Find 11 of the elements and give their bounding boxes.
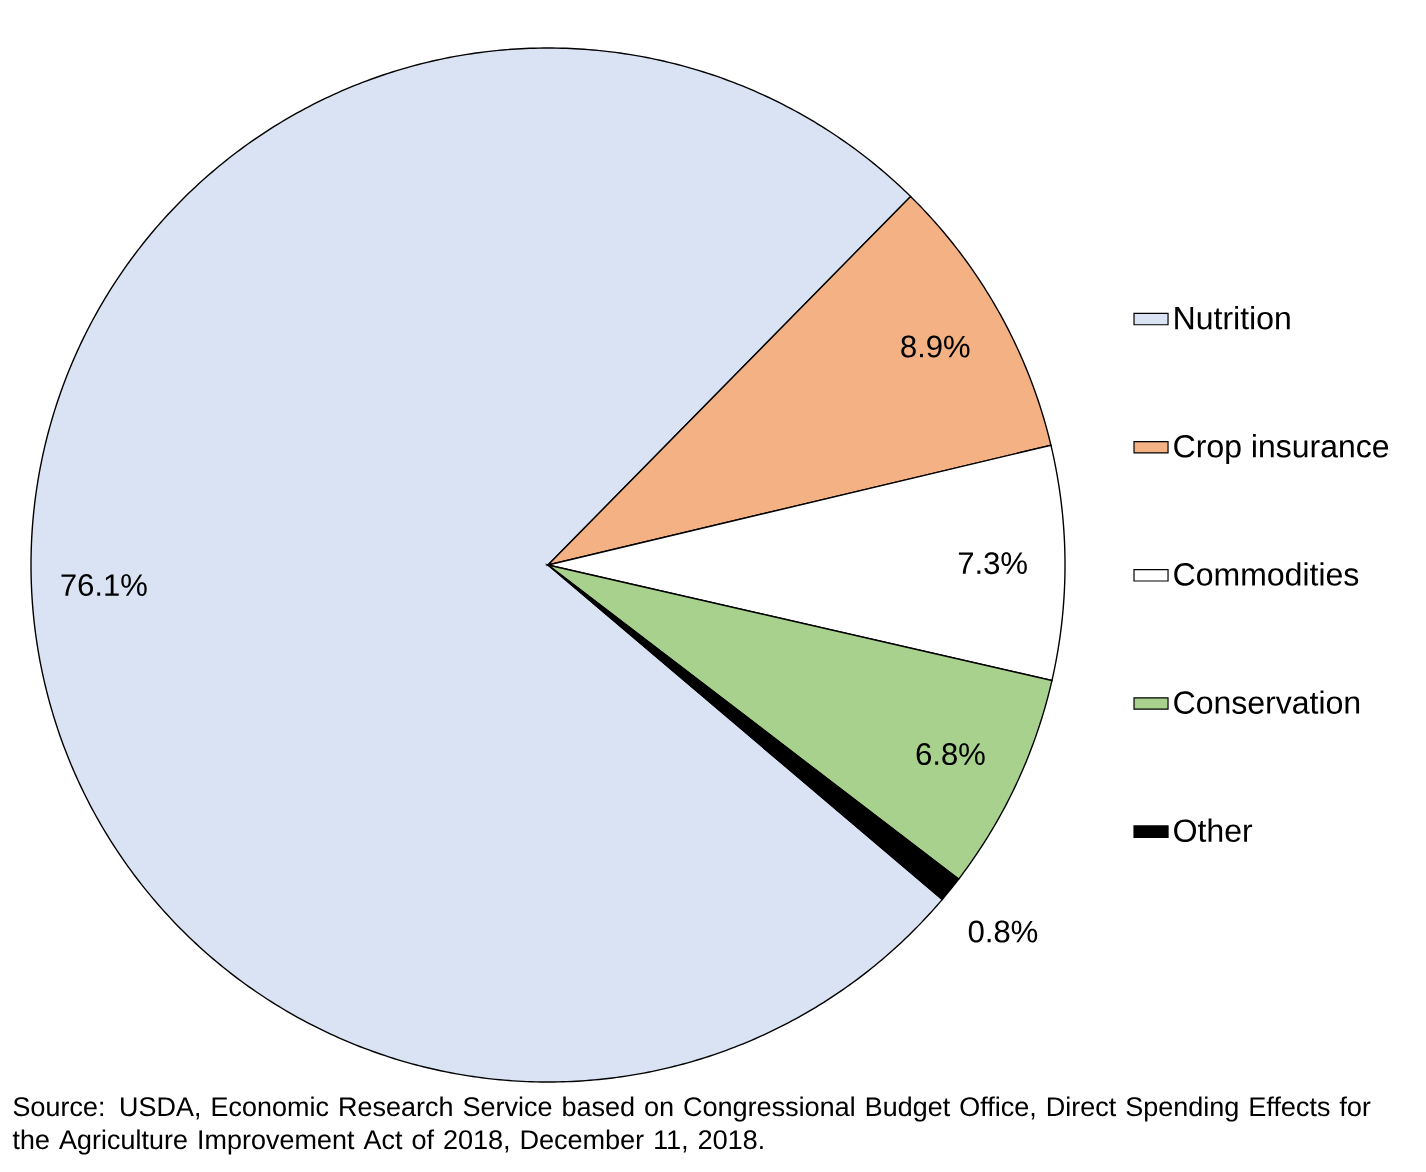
data-label: 76.1%: [61, 574, 147, 597]
data-label: 8.9%: [901, 335, 970, 358]
legend-label: Crop insurance: [1174, 434, 1389, 464]
data-label: 6.8%: [916, 743, 985, 766]
data-label: 7.3%: [958, 552, 1027, 575]
legend-label: Nutrition: [1175, 305, 1290, 330]
data-label: 0.8%: [968, 920, 1038, 943]
legend-label: Other: [1174, 818, 1253, 843]
source-note: Source: USDA, Economic Research Service based on Congressional Budget Office, Direct Spending Effects for the Agriculture Improvement Act of 2018, December 11, 2018.: [12, 1096, 1371, 1155]
legend-label: Commodities: [1174, 562, 1359, 586]
legend-label: Conservation: [1174, 690, 1360, 714]
